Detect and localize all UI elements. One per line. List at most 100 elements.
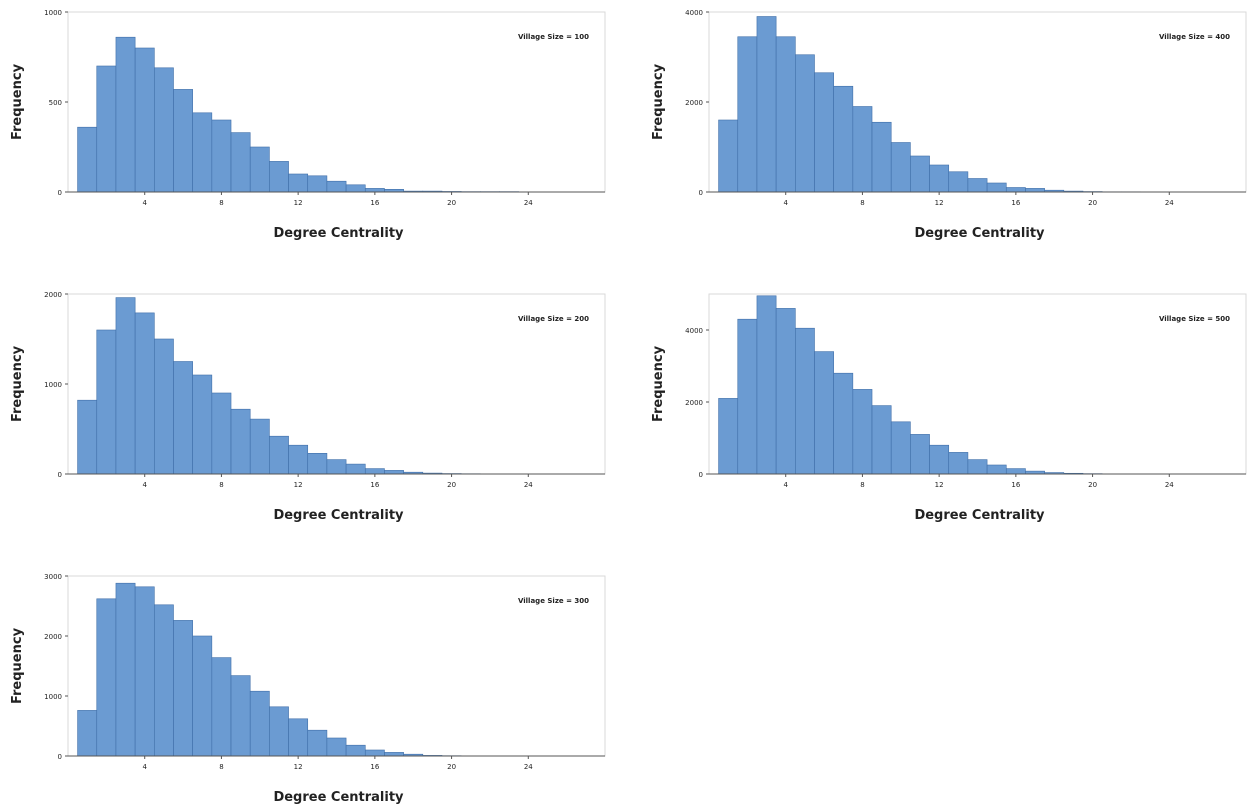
x-tick-label: 12	[294, 763, 303, 771]
histogram-bar	[814, 72, 834, 193]
x-tick-label: 8	[219, 763, 223, 771]
x-tick-label: 12	[294, 481, 303, 489]
histogram-bar	[134, 312, 155, 475]
x-tick-label: 20	[1088, 199, 1097, 207]
histogram-bar	[364, 749, 385, 757]
y-tick-label: 2000	[685, 99, 703, 107]
histogram-bar	[211, 119, 232, 193]
histogram-bar	[154, 338, 174, 475]
histogram-bar	[929, 164, 950, 193]
histogram-bar	[814, 351, 834, 475]
histogram-svg: 4 8 12 16 20 24 0 2000 4000 Village Size = 500 Deg…	[651, 293, 1247, 523]
histogram-bar	[211, 392, 232, 475]
histogram-bar	[134, 586, 155, 757]
histogram-bar	[307, 453, 328, 475]
histogram-bar	[345, 463, 366, 475]
y-tick-label: 2000	[44, 291, 62, 299]
x-tick-label: 20	[447, 199, 456, 207]
histogram-bar	[967, 459, 988, 475]
village-size-annotation: Village Size = 300	[518, 597, 589, 605]
histogram-bar	[96, 598, 117, 757]
y-tick-label: 2000	[685, 399, 703, 407]
histogram-bar	[852, 106, 873, 193]
histogram-bar	[871, 121, 892, 193]
histogram-bar	[737, 318, 758, 475]
y-tick-label: 0	[699, 189, 703, 197]
y-tick-label: 0	[699, 471, 703, 479]
histogram-bar	[1025, 188, 1045, 193]
y-tick-label: 2000	[44, 633, 62, 641]
histogram-bar	[230, 408, 251, 475]
y-axis-label: Frequency	[651, 63, 666, 140]
histogram-bar	[718, 398, 739, 475]
histogram-bar	[77, 399, 98, 475]
x-tick-label: 24	[524, 481, 533, 489]
histogram-bar	[756, 16, 777, 193]
histogram-bar	[384, 470, 404, 475]
histogram-svg: 4 8 12 16 20 24 0 1000 2000 Village Size = 200 Deg…	[10, 291, 606, 523]
histogram-bar	[910, 155, 930, 193]
histogram-bar	[269, 161, 289, 193]
x-axis-label: Degree Centrality	[273, 508, 404, 523]
histogram-bar	[775, 308, 796, 475]
x-axis-label: Degree Centrality	[914, 226, 1045, 241]
histogram-bar	[1005, 468, 1026, 475]
village-size-annotation: Village Size = 500	[1159, 315, 1230, 323]
histogram-bar	[269, 706, 289, 757]
histogram-bar	[948, 452, 969, 475]
x-tick-label: 4	[142, 763, 147, 771]
histogram-bar	[249, 690, 270, 757]
y-tick-label: 3000	[44, 573, 62, 581]
village-size-annotation: Village Size = 100	[518, 33, 589, 41]
histogram-bar	[986, 464, 1007, 475]
histogram-bar	[288, 444, 309, 475]
x-tick-label: 4	[142, 481, 147, 489]
histogram-bar	[249, 146, 270, 193]
histogram-bar	[173, 361, 193, 475]
x-tick-label: 8	[219, 199, 223, 207]
y-tick-label: 500	[49, 99, 62, 107]
histogram-bar	[795, 54, 815, 193]
x-tick-label: 20	[1088, 481, 1097, 489]
histogram-bar	[1005, 187, 1026, 193]
histogram-bar	[384, 752, 404, 757]
x-tick-label: 8	[860, 199, 864, 207]
histogram-bar	[96, 65, 117, 193]
x-tick-label: 4	[783, 481, 788, 489]
histogram-bar	[326, 180, 347, 193]
y-axis-label: Frequency	[651, 345, 666, 422]
histogram-bar	[154, 67, 174, 193]
x-tick-label: 20	[447, 481, 456, 489]
histogram-bar	[96, 329, 117, 475]
histogram-bar	[173, 620, 193, 757]
histogram-bar	[77, 126, 98, 193]
histogram-bar	[967, 178, 988, 193]
histogram-bar	[326, 459, 347, 475]
histogram-bar	[154, 604, 174, 757]
histogram-bar	[345, 744, 366, 757]
histogram-bar	[737, 36, 758, 193]
histogram-bar	[833, 85, 854, 193]
histogram-svg: 4 8 12 16 20 24 0 2000 4000 Village Size = 400 Deg…	[651, 9, 1247, 241]
x-tick-label: 16	[370, 763, 379, 771]
histogram-bar	[134, 47, 155, 193]
histogram-bar	[115, 297, 136, 475]
histogram-panel-200: 4 8 12 16 20 24 0 1000 2000 Village Size = 200 Deg…	[0, 282, 606, 530]
histogram-svg: 4 8 12 16 20 24 0 500 1000 Village Size = 100 Degr…	[10, 9, 606, 241]
histogram-bar	[890, 421, 911, 475]
village-size-annotation: Village Size = 400	[1159, 33, 1230, 41]
histogram-bar	[775, 36, 796, 193]
x-tick-label: 16	[1011, 199, 1020, 207]
x-tick-label: 12	[935, 481, 944, 489]
histogram-bar	[192, 635, 213, 757]
histogram-bar	[249, 418, 270, 475]
histogram-bar	[115, 582, 136, 757]
histogram-bar	[718, 119, 739, 193]
histogram-bar	[307, 729, 328, 757]
histogram-bar	[929, 444, 950, 475]
histogram-bar	[211, 657, 232, 757]
histogram-svg: 4 8 12 16 20 24 0 1000 2000 3000 Village Size = 30…	[10, 573, 606, 805]
y-tick-label: 1000	[44, 9, 62, 17]
x-tick-label: 4	[783, 199, 788, 207]
y-tick-label: 1000	[44, 693, 62, 701]
